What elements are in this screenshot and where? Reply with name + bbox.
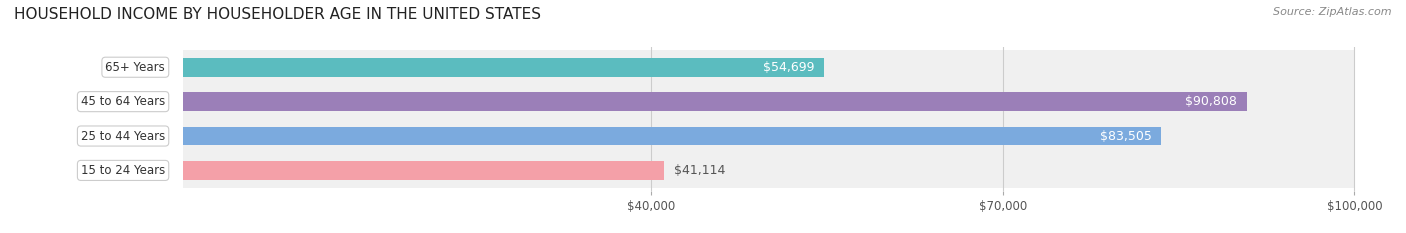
Bar — [183, 92, 1247, 111]
Text: Source: ZipAtlas.com: Source: ZipAtlas.com — [1274, 7, 1392, 17]
Text: $83,505: $83,505 — [1099, 130, 1152, 143]
Text: $41,114: $41,114 — [673, 164, 725, 177]
Bar — [183, 161, 665, 180]
Text: 25 to 44 Years: 25 to 44 Years — [82, 130, 166, 143]
Bar — [183, 50, 1354, 84]
Text: 45 to 64 Years: 45 to 64 Years — [82, 95, 166, 108]
Bar — [183, 127, 1161, 145]
Bar — [183, 58, 824, 77]
Bar — [183, 153, 1354, 188]
Text: 15 to 24 Years: 15 to 24 Years — [82, 164, 166, 177]
Text: $90,808: $90,808 — [1185, 95, 1237, 108]
Text: $54,699: $54,699 — [763, 61, 814, 74]
Text: 65+ Years: 65+ Years — [105, 61, 166, 74]
Text: HOUSEHOLD INCOME BY HOUSEHOLDER AGE IN THE UNITED STATES: HOUSEHOLD INCOME BY HOUSEHOLDER AGE IN T… — [14, 7, 541, 22]
Bar — [183, 119, 1354, 153]
Bar — [183, 84, 1354, 119]
